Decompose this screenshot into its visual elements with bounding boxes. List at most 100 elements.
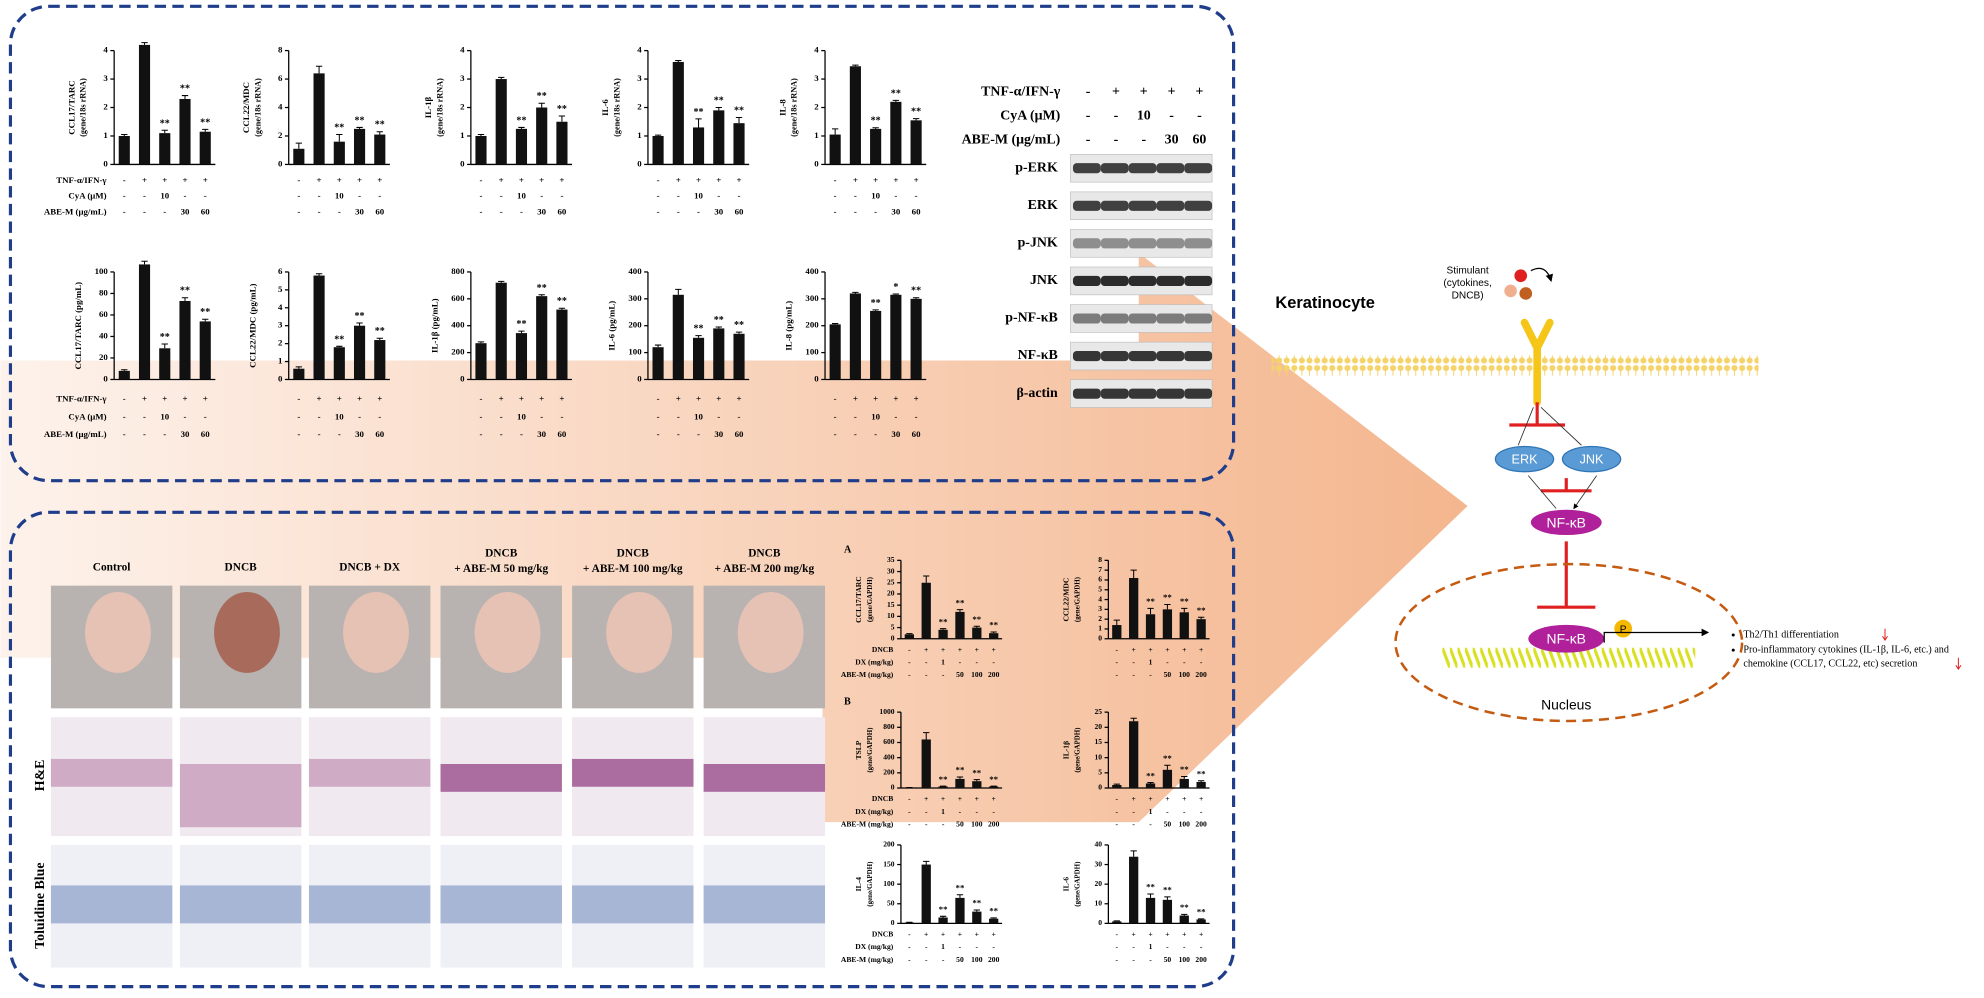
bar [374, 134, 386, 165]
treatment-name: CyA (μM) [68, 411, 106, 421]
y-tick-label: 4 [814, 45, 819, 55]
y-tick-label: 80 [99, 287, 108, 297]
bar [1162, 769, 1173, 789]
treatment-level: + [914, 175, 919, 185]
y-tick-label: 0 [891, 918, 895, 927]
bar [199, 131, 211, 165]
y-tick-label: 300 [805, 293, 819, 303]
blot-band [1184, 163, 1213, 174]
y-axis-unit: (gene/GAPDH) [866, 862, 874, 907]
treatment-level: + [182, 394, 187, 404]
y-tick-label: 400 [883, 752, 895, 761]
y-tick-label: 3 [278, 320, 283, 330]
treatment-level: - [1132, 955, 1135, 964]
treatment-level: - [1183, 807, 1186, 816]
treatment-level: 30 [355, 429, 364, 439]
treatment-level: 60 [735, 429, 744, 439]
treatment-name: DX (mg/kg) [855, 807, 894, 816]
treatment-level: - [942, 670, 945, 679]
error-bar [695, 335, 702, 338]
treatment-level: - [834, 207, 837, 217]
membrane [1271, 355, 1759, 376]
blot-band [1128, 388, 1157, 399]
bar [733, 333, 745, 380]
treatment-level: + [941, 645, 945, 654]
bar [293, 368, 305, 380]
treatment-level: - [834, 394, 837, 404]
y-tick-label: 0 [637, 373, 642, 383]
error-bar [1147, 607, 1154, 615]
treatment-level: - [1166, 942, 1169, 951]
bar [829, 324, 841, 380]
ear [214, 591, 280, 673]
y-tick-label: 400 [628, 266, 642, 276]
group-header: + ABE-M 50 mg/kg [454, 563, 548, 575]
treatment-level: 1 [941, 658, 945, 667]
error-bar [923, 732, 930, 740]
tb-tissue [179, 885, 302, 924]
y-tick-label: 600 [451, 293, 465, 303]
treatment-level: - [520, 207, 523, 217]
error-bar [695, 118, 702, 128]
treatment-level: 10 [335, 191, 344, 201]
error-bar [141, 260, 148, 265]
bar [1112, 921, 1122, 924]
he-tissue [572, 758, 694, 787]
bar [652, 135, 664, 165]
y-tick-label: 0 [1098, 783, 1102, 792]
treatment-level: + [203, 175, 208, 185]
significance: ** [1146, 882, 1155, 892]
treatment-level: + [958, 929, 962, 938]
significance: ** [734, 320, 744, 331]
treatment-level: - [992, 807, 995, 816]
treatment-level: - [123, 411, 126, 421]
treatment-level: + [1199, 794, 1203, 803]
treatment-level: - [1132, 807, 1135, 816]
bar [652, 347, 664, 380]
y-axis-unit: (gene/GAPDH) [1074, 577, 1082, 622]
bar [475, 135, 487, 165]
treatment-level: + [1165, 929, 1169, 938]
treatment-level: - [959, 658, 962, 667]
treatment-level: - [1116, 670, 1119, 679]
treatment-level: - [1197, 109, 1202, 124]
treatment-level: - [358, 191, 361, 201]
bar [1129, 856, 1139, 924]
y-axis-unit: (gene/18s rRNA) [435, 78, 444, 137]
treatment-level: - [358, 411, 361, 421]
treatment-level: 60 [375, 207, 384, 217]
treatment-level: - [1116, 807, 1119, 816]
treatment-level: 200 [1195, 670, 1207, 679]
y-tick-label: 40 [1094, 840, 1102, 849]
kinase [1561, 445, 1622, 473]
error-bar [654, 344, 662, 348]
y-tick-label: 3 [460, 73, 465, 83]
group-header: DNCB [485, 548, 518, 560]
treatment-level: - [1149, 670, 1152, 679]
y-tick-label: 1 [814, 130, 818, 140]
significance: ** [693, 107, 703, 118]
treatment-level: 100 [1179, 670, 1191, 679]
treatment-level: + [893, 394, 898, 404]
y-tick-label: 2 [103, 102, 108, 112]
treatment-level: - [540, 191, 543, 201]
treatment-level: - [908, 794, 911, 803]
treatment-level: + [1182, 929, 1186, 938]
treatment-level: - [1116, 658, 1119, 667]
treatment-level: + [696, 394, 701, 404]
blot-band [1072, 388, 1101, 399]
blot-band [1156, 200, 1185, 211]
bar [910, 298, 922, 380]
y-axis-unit: (gene/18s rRNA) [790, 78, 799, 137]
treatment-level: - [925, 807, 928, 816]
treatment-level: - [1086, 133, 1091, 148]
blot-label: ERK [1028, 198, 1058, 213]
bar [515, 333, 528, 380]
treatment-level: + [162, 394, 167, 404]
bar [118, 135, 130, 165]
significance: ** [1163, 885, 1172, 895]
treatment-level: + [992, 929, 996, 938]
treatment-level: 100 [971, 819, 983, 828]
treatment-level: - [1200, 942, 1203, 951]
